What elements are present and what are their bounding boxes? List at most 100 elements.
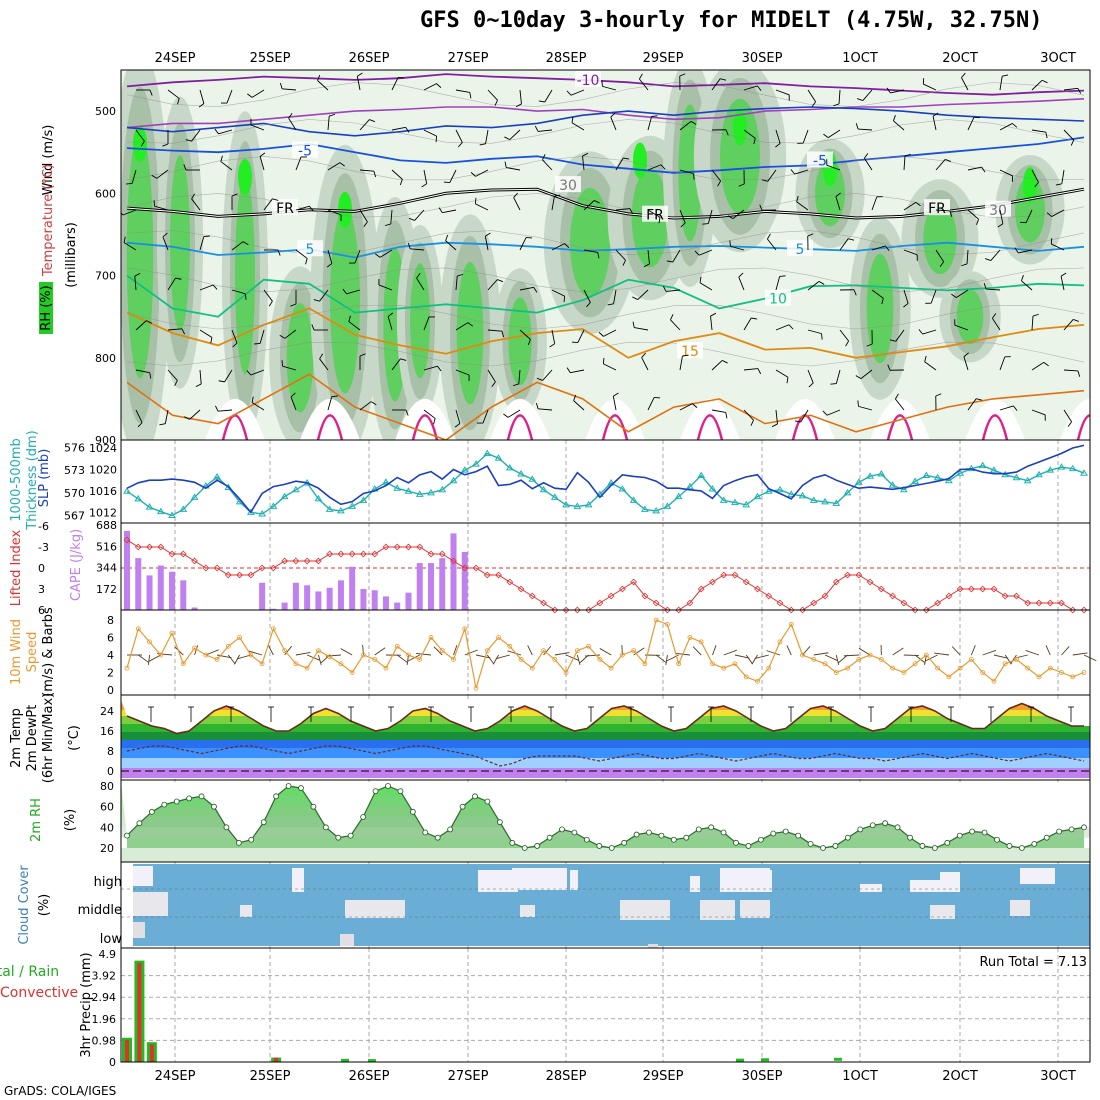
wind-barb-6-8 [327, 396, 333, 411]
wind-barb-29-7 [1063, 369, 1078, 372]
wind-barb-flag-14-3 [594, 200, 600, 204]
wind-barb-7-6 [348, 321, 361, 331]
wind-barb-14-4 [583, 249, 598, 253]
wind-barb-flag-16-0 [638, 73, 643, 80]
rh-marker [372, 788, 379, 795]
wind-barb-4-5 [263, 289, 273, 302]
precip-panel: Run Total = 7.13 [121, 955, 1090, 1063]
wind-barb-26-4 [966, 249, 969, 264]
rh-marker [534, 843, 541, 849]
rh-marker [670, 836, 677, 843]
wind-barb-0-1 [135, 129, 145, 142]
wind-barb-flag-0-4 [123, 236, 126, 243]
wind-barb-flag-6-6 [311, 324, 315, 331]
wind-marker [1070, 674, 1076, 680]
li-marker [754, 585, 761, 593]
wind10-barb [824, 654, 838, 662]
wind-marker [259, 661, 265, 667]
contour-label-6: 5 [306, 242, 315, 258]
rh-plume-core-13 [815, 160, 845, 227]
rh-ytick-2: 60 [100, 801, 114, 814]
wind-barb-flag-9-8 [433, 418, 436, 425]
wind-marker [158, 652, 164, 658]
temp-label-1: 2m Temp [9, 708, 24, 768]
li-marker [360, 550, 367, 558]
wind-marker [811, 656, 817, 662]
wind-barb-15-2 [615, 157, 624, 171]
wind10-barb [1061, 646, 1070, 656]
wind-marker [541, 648, 546, 654]
wind-barb-7-0 [356, 76, 361, 91]
wind10-barb [464, 649, 478, 656]
wind-barb-flag-29-6 [1073, 319, 1079, 322]
wind-barb-3-8 [218, 409, 233, 412]
wind-label-3: (m/s) & Barbs [41, 607, 56, 697]
contour-blue-2 [126, 106, 1085, 137]
wind10-barb [734, 654, 750, 659]
wind-barb-flag-6-5 [313, 299, 320, 302]
rh-marker [646, 829, 652, 836]
wind-barb-flag-27-0 [1002, 74, 1009, 77]
rh-marker [820, 845, 826, 851]
lifted-index-line [126, 539, 1084, 611]
wind-barb-flag-29-3 [1046, 212, 1052, 217]
li-marker [528, 592, 536, 600]
wind-marker [147, 639, 152, 645]
contour-label-bg-6 [297, 240, 323, 257]
wind-barb-1-4 [162, 236, 169, 251]
rh-marker [782, 828, 789, 835]
thickness-marker [764, 487, 773, 494]
contour-label-2: -5 [813, 153, 827, 169]
wind-barb-flag-4-8 [251, 396, 254, 403]
thickness-marker [427, 488, 435, 496]
wind-barb-8-4 [379, 249, 393, 258]
cloud-mid-3 [345, 900, 405, 918]
wind-marker [304, 665, 310, 671]
wind-barb-10-4 [445, 240, 457, 251]
wind10-barb [1013, 654, 1028, 659]
wind-barb-13-1 [538, 129, 553, 132]
thickness-marker [967, 464, 976, 472]
cape-bar [281, 602, 288, 610]
wind-barb-flag-0-3 [121, 212, 124, 216]
wind-barb-26-5 [956, 289, 969, 299]
cloud-high-10 [940, 872, 960, 892]
wind-barb-22-3 [835, 196, 841, 211]
wind-barb-16-3 [647, 209, 661, 218]
wind-barb-25-5 [930, 289, 937, 304]
date-label-top-5: 29SEP [643, 51, 684, 66]
wind-barb-18-6 [710, 316, 713, 331]
wind-barb-flag-18-7 [722, 360, 728, 364]
li-marker [979, 585, 987, 593]
wind-barb-20-1 [775, 129, 781, 144]
wind-marker [180, 661, 186, 667]
wind-barb-flag-2-5 [212, 284, 218, 290]
thickness-marker [539, 485, 548, 493]
precip-conv-bar [274, 1057, 279, 1062]
rh-marker [621, 839, 628, 846]
wind-barb-flag-2-4 [203, 235, 210, 237]
rh-plume-core-3 [286, 302, 314, 413]
temp-band-0 [121, 768, 1090, 778]
precip-ytick-1: 0.98 [92, 1034, 117, 1047]
wind10-barb [655, 654, 667, 663]
thickness-marker [145, 503, 154, 510]
li-marker [675, 606, 683, 614]
wind-barb-flag-17-2 [693, 173, 695, 180]
wind10-barb [486, 654, 495, 665]
date-label-top-1: 25SEP [250, 51, 291, 66]
wind-barb-18-0 [711, 78, 721, 91]
wind10-barb [137, 654, 149, 663]
wind-barb-flag-6-7 [319, 353, 324, 360]
wind-barb-flag-16-4 [643, 263, 650, 268]
wind-barb-15-5 [613, 289, 617, 304]
wind-barb-flag-22-3 [835, 192, 841, 197]
wind-barb-flag-15-2 [623, 157, 630, 160]
temp-band-6 [121, 716, 1090, 724]
wind-barb-flag-26-5 [951, 293, 957, 298]
wind-barb-flag-21-0 [811, 101, 816, 107]
rh-peak-1 [238, 158, 252, 195]
wind-barb-25-2 [935, 159, 946, 171]
wind-barb-flag-2-0 [198, 103, 205, 108]
temp-line [126, 702, 1084, 735]
